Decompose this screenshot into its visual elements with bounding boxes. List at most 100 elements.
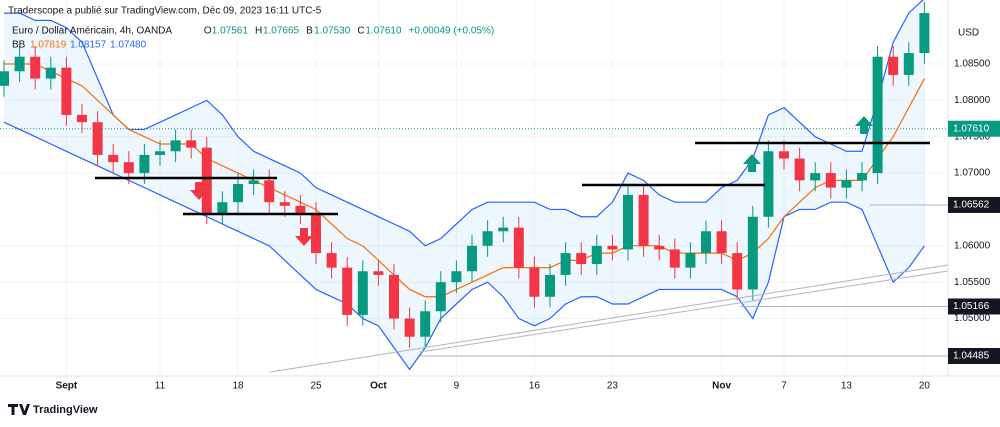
legend-value: 1.07530 [314,26,351,37]
candle-body [607,245,618,250]
candle-body [14,56,25,72]
candle-body [108,154,119,163]
currency: USD [958,28,979,39]
candle-body [295,205,306,214]
candle-body [779,151,789,159]
candle-body [279,202,290,206]
price-badge [948,120,1000,137]
bb-basis [4,63,925,298]
price-badge-label: 1.06562 [953,200,990,211]
bb-legend: 1.07819 1.08157 1.07480 [30,40,147,51]
candle-body [45,67,56,79]
candle-body [186,140,197,148]
candle-body [888,56,899,75]
candle-body [810,173,821,181]
candle-body [732,253,743,290]
candle-body [794,158,805,181]
legend-key: O [204,26,212,37]
x-tick-label: 18 [232,381,244,392]
bb-value: 1.08157 [70,40,107,51]
band-fill [4,0,925,370]
candle-body [529,267,540,297]
candle-body [264,180,275,203]
price-badge [948,348,1000,364]
candle-body [357,271,368,315]
bb-value: 1.07480 [110,40,147,51]
legend-key: B [306,26,313,37]
legend-value: 1.07561 [212,26,249,37]
price-badge-label: 1.07610 [953,123,990,134]
candle-body [638,194,649,246]
y-tick-label: 1.07000 [954,168,991,179]
candle-body [389,274,399,319]
candle-body [326,253,337,268]
legend-value: 1.07665 [263,26,300,37]
y-tick-label: 1.08000 [954,95,991,106]
y-tick-label: 1.05000 [954,313,991,324]
bb-name: BB [12,40,26,51]
candle-body [311,213,321,254]
candle-body [716,231,727,254]
published-line: Traderscope a publié sur TradingView.com… [8,6,322,17]
brand: TradingView [33,404,98,416]
brand-logo [8,404,30,415]
candle-body [576,253,587,264]
x-tick-label: 13 [841,381,853,392]
candle-body [747,216,758,290]
candle-body [123,162,134,174]
x-tick-label: Sept [56,381,78,392]
symbol: Euro / Dollar Américain, 4h, OANDA [12,26,172,37]
y-tick-label: 1.06000 [954,240,991,251]
price-badge [948,298,1000,315]
x-tick-label: Oct [370,381,387,392]
candle-body [61,67,72,115]
candle-body [342,267,353,315]
legend-key: H [255,26,262,37]
candle-body [669,249,680,268]
candle-body [467,245,477,272]
candle-body [560,253,571,275]
candle-body [139,154,150,174]
x-tick-label: Nov [712,381,731,392]
legend-value: +0.00049 (+0.05%) [409,26,495,37]
candle-body [857,173,867,181]
candle-body [233,184,243,203]
x-tick-label: 9 [454,381,460,392]
price-badge-label: 1.05166 [953,301,990,312]
x-tick-label: 23 [607,381,619,392]
trend-line [419,270,949,353]
candle-body [170,140,181,152]
candle-body [654,245,665,250]
candle-body [373,271,384,275]
candle-body [763,151,774,217]
y-tick-label: 1.07500 [954,131,991,142]
candle-body [451,271,462,283]
candle-body [701,231,711,254]
y-tick-label: 1.05500 [954,277,991,288]
y-tick-label: 1.08500 [954,59,991,70]
x-tick-label: 11 [155,381,166,392]
candle-body [30,56,41,79]
candle-body [685,253,696,268]
candle-body [0,71,9,86]
candle-body [591,245,602,264]
price-badge-label: 1.04485 [953,351,990,362]
candle-body [217,202,228,214]
x-tick-label: 25 [310,381,322,392]
candle-body [872,56,883,174]
drawings [95,116,949,373]
plot-area [0,0,948,376]
bb-upper [4,0,924,247]
x-tick-label: 16 [529,381,541,392]
legend-value: 1.07610 [365,26,402,37]
ohlc-legend: O 1.07561 H 1.07665 B 1.07530 C 1.07610 +0.00049… [204,26,494,37]
x-tick-label: 7 [781,381,787,392]
candle-body [435,282,446,312]
candle-body [825,173,836,188]
candle-body [919,13,930,54]
trend-line [269,264,949,373]
candle-body [248,180,259,184]
candle-body [92,122,103,155]
candle-body [420,311,431,337]
